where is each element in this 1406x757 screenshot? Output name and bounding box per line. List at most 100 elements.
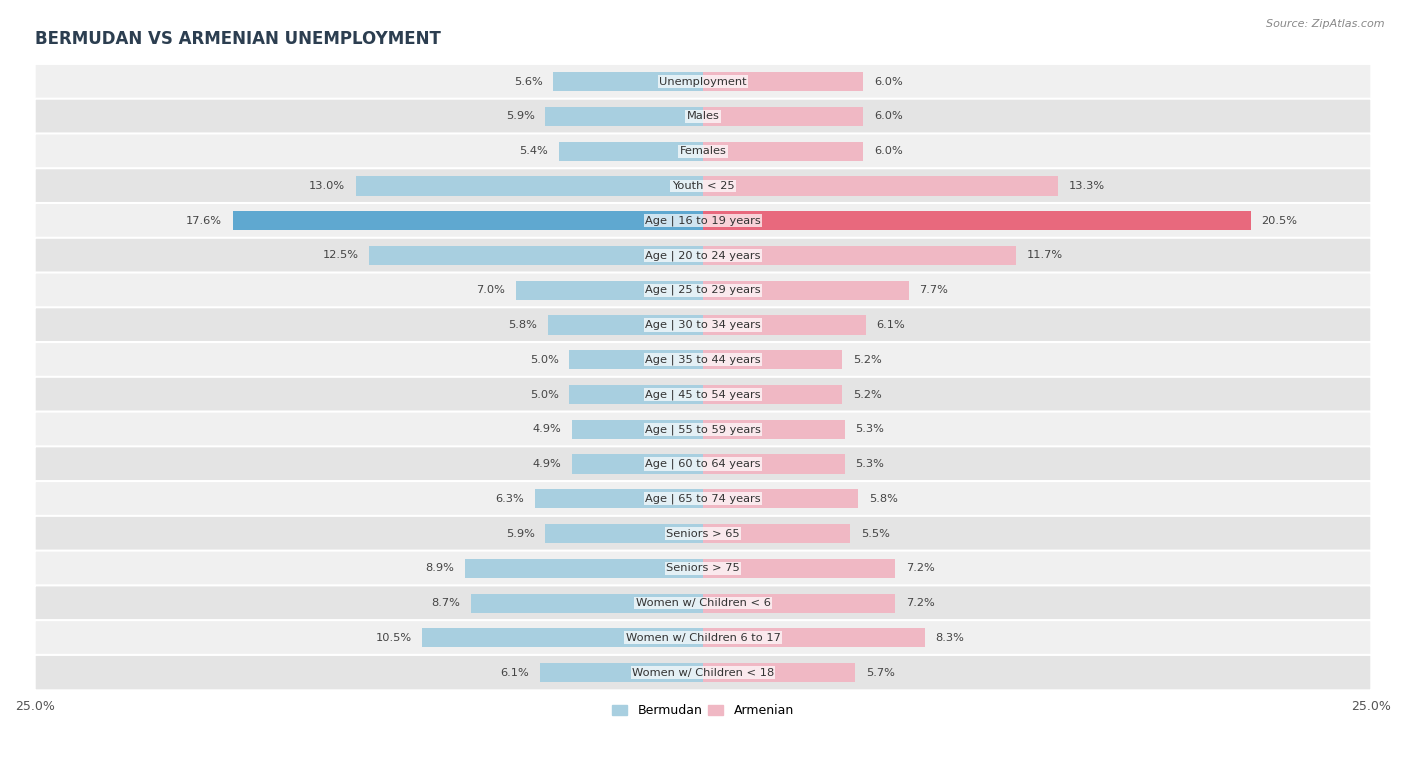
Bar xyxy=(703,559,896,578)
Bar xyxy=(703,350,842,369)
Text: 13.3%: 13.3% xyxy=(1069,181,1105,191)
FancyBboxPatch shape xyxy=(35,203,1371,238)
Bar xyxy=(703,72,863,92)
Bar xyxy=(703,454,845,474)
Text: Age | 16 to 19 years: Age | 16 to 19 years xyxy=(645,216,761,226)
Bar xyxy=(703,281,908,300)
Text: 6.0%: 6.0% xyxy=(875,111,903,121)
Bar xyxy=(516,281,703,300)
FancyBboxPatch shape xyxy=(35,585,1371,621)
Bar xyxy=(572,454,703,474)
Bar xyxy=(546,107,703,126)
Text: 11.7%: 11.7% xyxy=(1026,251,1063,260)
Text: 8.3%: 8.3% xyxy=(935,633,965,643)
Bar xyxy=(703,593,896,612)
FancyBboxPatch shape xyxy=(35,447,1371,481)
Bar xyxy=(569,385,703,404)
Text: 5.6%: 5.6% xyxy=(515,76,543,86)
Text: Women w/ Children < 6: Women w/ Children < 6 xyxy=(636,598,770,608)
FancyBboxPatch shape xyxy=(35,238,1371,273)
Text: Seniors > 75: Seniors > 75 xyxy=(666,563,740,573)
Text: Age | 30 to 34 years: Age | 30 to 34 years xyxy=(645,319,761,330)
Bar xyxy=(422,628,703,647)
Text: 6.1%: 6.1% xyxy=(501,668,529,678)
Text: 5.0%: 5.0% xyxy=(530,390,558,400)
Text: 5.8%: 5.8% xyxy=(869,494,897,504)
Text: Women w/ Children < 18: Women w/ Children < 18 xyxy=(631,668,775,678)
Text: 5.9%: 5.9% xyxy=(506,111,534,121)
FancyBboxPatch shape xyxy=(35,655,1371,690)
Text: 6.1%: 6.1% xyxy=(877,320,905,330)
Bar xyxy=(703,246,1015,265)
Text: 5.7%: 5.7% xyxy=(866,668,894,678)
Text: 4.9%: 4.9% xyxy=(533,424,561,435)
Text: 10.5%: 10.5% xyxy=(375,633,412,643)
Text: Age | 45 to 54 years: Age | 45 to 54 years xyxy=(645,389,761,400)
Text: 5.4%: 5.4% xyxy=(519,146,548,156)
Bar xyxy=(534,489,703,509)
FancyBboxPatch shape xyxy=(35,64,1371,99)
FancyBboxPatch shape xyxy=(35,342,1371,378)
Legend: Bermudan, Armenian: Bermudan, Armenian xyxy=(607,699,799,722)
Text: Males: Males xyxy=(686,111,720,121)
Text: Age | 65 to 74 years: Age | 65 to 74 years xyxy=(645,494,761,504)
Text: 5.3%: 5.3% xyxy=(855,459,884,469)
Text: 5.2%: 5.2% xyxy=(852,355,882,365)
FancyBboxPatch shape xyxy=(35,620,1371,656)
Text: 5.3%: 5.3% xyxy=(855,424,884,435)
Bar xyxy=(554,72,703,92)
Bar xyxy=(232,211,703,230)
Bar xyxy=(703,419,845,439)
Text: 5.9%: 5.9% xyxy=(506,528,534,538)
Text: 6.3%: 6.3% xyxy=(495,494,524,504)
Bar xyxy=(703,142,863,160)
FancyBboxPatch shape xyxy=(35,516,1371,551)
Bar xyxy=(540,663,703,682)
Bar xyxy=(548,316,703,335)
Text: 5.5%: 5.5% xyxy=(860,528,890,538)
Text: 5.2%: 5.2% xyxy=(852,390,882,400)
Text: Unemployment: Unemployment xyxy=(659,76,747,86)
FancyBboxPatch shape xyxy=(35,168,1371,204)
FancyBboxPatch shape xyxy=(35,133,1371,169)
Text: 7.2%: 7.2% xyxy=(905,563,935,573)
Bar xyxy=(558,142,703,160)
FancyBboxPatch shape xyxy=(35,412,1371,447)
Text: Age | 55 to 59 years: Age | 55 to 59 years xyxy=(645,424,761,435)
Bar xyxy=(703,385,842,404)
Text: 7.0%: 7.0% xyxy=(477,285,505,295)
FancyBboxPatch shape xyxy=(35,307,1371,343)
Text: 20.5%: 20.5% xyxy=(1261,216,1298,226)
Bar xyxy=(465,559,703,578)
Bar xyxy=(703,316,866,335)
Bar xyxy=(703,211,1251,230)
Text: 12.5%: 12.5% xyxy=(322,251,359,260)
Text: Seniors > 65: Seniors > 65 xyxy=(666,528,740,538)
Bar xyxy=(703,524,851,543)
Text: Age | 25 to 29 years: Age | 25 to 29 years xyxy=(645,285,761,295)
Text: 5.0%: 5.0% xyxy=(530,355,558,365)
Text: Females: Females xyxy=(679,146,727,156)
Bar xyxy=(356,176,703,195)
Bar xyxy=(703,176,1059,195)
FancyBboxPatch shape xyxy=(35,273,1371,308)
Bar xyxy=(572,419,703,439)
Bar xyxy=(471,593,703,612)
Bar xyxy=(703,628,925,647)
FancyBboxPatch shape xyxy=(35,98,1371,134)
Text: Women w/ Children 6 to 17: Women w/ Children 6 to 17 xyxy=(626,633,780,643)
Bar xyxy=(703,107,863,126)
FancyBboxPatch shape xyxy=(35,550,1371,586)
Text: 5.8%: 5.8% xyxy=(509,320,537,330)
Text: Age | 60 to 64 years: Age | 60 to 64 years xyxy=(645,459,761,469)
Text: 6.0%: 6.0% xyxy=(875,146,903,156)
Text: 8.7%: 8.7% xyxy=(432,598,460,608)
Bar xyxy=(703,663,855,682)
Text: 13.0%: 13.0% xyxy=(309,181,344,191)
Text: Source: ZipAtlas.com: Source: ZipAtlas.com xyxy=(1267,19,1385,29)
Bar xyxy=(703,489,858,509)
Text: 7.2%: 7.2% xyxy=(905,598,935,608)
Bar xyxy=(368,246,703,265)
FancyBboxPatch shape xyxy=(35,481,1371,516)
Text: Age | 20 to 24 years: Age | 20 to 24 years xyxy=(645,251,761,260)
